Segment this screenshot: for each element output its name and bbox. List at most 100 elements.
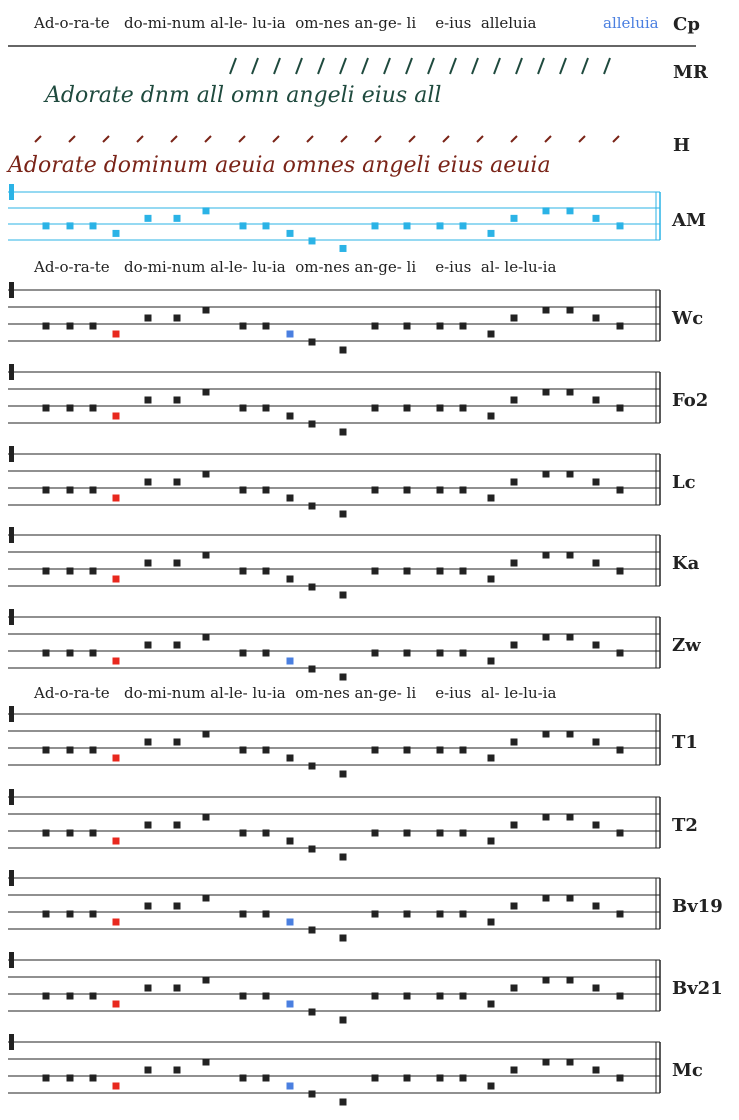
note <box>262 829 270 837</box>
note <box>173 559 181 567</box>
note <box>487 657 495 665</box>
note <box>89 1074 97 1082</box>
note <box>371 567 379 575</box>
note <box>239 404 247 412</box>
note <box>66 1074 74 1082</box>
note <box>262 1074 270 1082</box>
note <box>510 984 518 992</box>
note <box>459 567 467 575</box>
syllable-row: Ad-o-ra-te do-mi-num al-le- lu-ia om-nes… <box>33 258 556 276</box>
siglum: Wc <box>671 308 703 329</box>
note <box>239 910 247 918</box>
note <box>436 649 444 657</box>
neume-stroke <box>449 57 457 75</box>
note <box>66 992 74 1000</box>
note <box>371 829 379 837</box>
siglum: Ka <box>672 553 700 574</box>
note <box>339 770 347 778</box>
note <box>339 244 347 252</box>
note <box>616 486 624 494</box>
note <box>286 1000 294 1008</box>
note <box>42 992 50 1000</box>
note <box>487 330 495 338</box>
note <box>339 428 347 436</box>
note <box>286 575 294 583</box>
note <box>487 412 495 420</box>
note <box>592 214 600 222</box>
note <box>286 1082 294 1090</box>
note <box>202 633 210 641</box>
clef <box>9 527 14 543</box>
note <box>89 649 97 657</box>
note <box>403 829 411 837</box>
note <box>436 486 444 494</box>
note <box>436 746 444 754</box>
neume-stroke <box>510 135 518 143</box>
neume-stroke <box>612 135 620 143</box>
note <box>202 976 210 984</box>
note <box>66 829 74 837</box>
neume-stroke <box>229 57 237 75</box>
note <box>308 420 316 428</box>
note <box>436 992 444 1000</box>
note <box>339 673 347 681</box>
note <box>566 730 574 738</box>
note <box>459 992 467 1000</box>
note <box>371 910 379 918</box>
note <box>66 746 74 754</box>
siglum: MR <box>673 62 709 83</box>
note <box>542 551 550 559</box>
neume-stroke <box>471 57 479 75</box>
note <box>286 412 294 420</box>
note <box>371 649 379 657</box>
note <box>262 910 270 918</box>
note <box>173 478 181 486</box>
note <box>144 1066 152 1074</box>
neume-stroke <box>34 135 42 143</box>
note <box>459 322 467 330</box>
neume-stroke <box>306 135 314 143</box>
note <box>616 829 624 837</box>
note <box>371 322 379 330</box>
note <box>436 1074 444 1082</box>
note <box>339 591 347 599</box>
note <box>566 633 574 641</box>
neume-stroke <box>68 135 76 143</box>
note <box>308 1008 316 1016</box>
note <box>542 207 550 215</box>
note <box>286 657 294 665</box>
neume-stroke <box>559 57 567 75</box>
note <box>42 1074 50 1082</box>
siglum: Mc <box>672 1060 703 1081</box>
siglum: AM <box>671 210 706 231</box>
note <box>262 222 270 230</box>
neume-stroke <box>544 135 552 143</box>
note <box>89 322 97 330</box>
note <box>566 813 574 821</box>
neume-stroke <box>361 57 369 75</box>
note <box>144 641 152 649</box>
note <box>286 837 294 845</box>
note <box>308 665 316 673</box>
note <box>510 902 518 910</box>
note <box>510 559 518 567</box>
note <box>566 1058 574 1066</box>
manuscript-text: Adorate dominum aeuia omnes angeli eius … <box>6 153 551 178</box>
note <box>144 821 152 829</box>
note <box>510 396 518 404</box>
neume-stroke <box>476 135 484 143</box>
note <box>66 910 74 918</box>
siglum: Lc <box>672 472 696 493</box>
note <box>592 821 600 829</box>
note <box>42 486 50 494</box>
siglum: Fo2 <box>672 390 708 411</box>
note <box>239 322 247 330</box>
neume-stroke <box>238 135 246 143</box>
note <box>403 1074 411 1082</box>
note <box>542 894 550 902</box>
note <box>487 229 495 237</box>
note <box>459 649 467 657</box>
note <box>592 396 600 404</box>
note <box>339 510 347 518</box>
